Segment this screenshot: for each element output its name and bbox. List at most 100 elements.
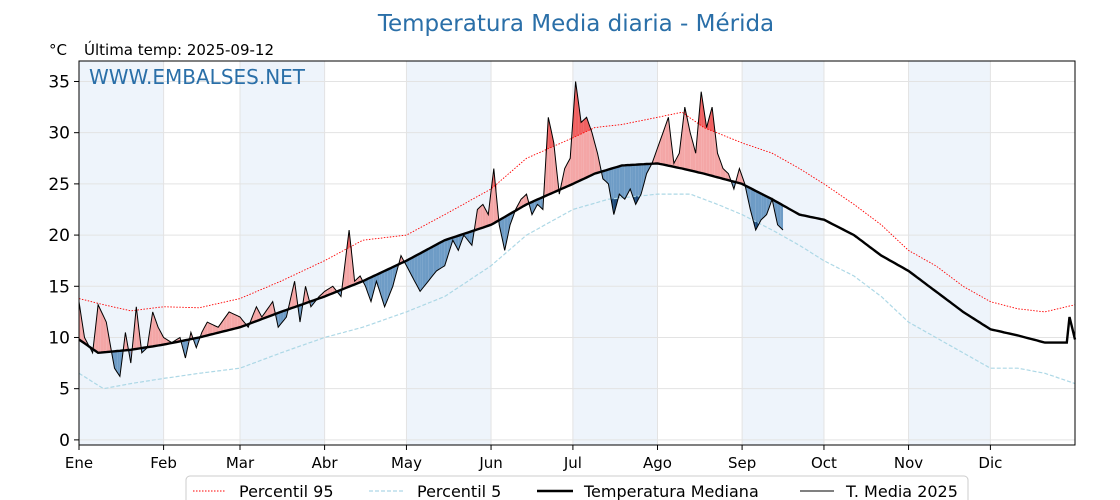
fill-above-median xyxy=(212,324,216,335)
fill-below-median xyxy=(458,234,462,251)
x-tick-label: Jul xyxy=(563,454,582,472)
fill-below-median xyxy=(774,200,778,225)
fill-below-median xyxy=(441,240,445,268)
fill-above-median xyxy=(589,125,593,177)
fill-below-median xyxy=(504,215,508,251)
fill-below-median xyxy=(428,247,432,282)
fill-above-median xyxy=(690,132,693,172)
fill-below-median xyxy=(540,197,543,210)
y-tick-label: 10 xyxy=(48,328,70,348)
fill-above-median xyxy=(706,117,710,176)
fill-below-median xyxy=(420,251,423,292)
fill-above-p95 xyxy=(583,117,587,133)
chart-subtitle: Última temp: 2025-09-12 xyxy=(84,40,274,59)
fill-below-median xyxy=(433,244,437,275)
fill-below-median xyxy=(755,190,759,230)
fill-below-median xyxy=(627,164,631,195)
fill-below-median xyxy=(384,269,388,307)
fill-above-median xyxy=(231,313,235,330)
fill-below-median xyxy=(114,351,118,373)
fill-below-median xyxy=(632,164,636,205)
fill-above-median xyxy=(654,148,658,164)
fill-below-median xyxy=(365,278,369,294)
plot-frame xyxy=(78,60,1076,446)
fill-below-median xyxy=(747,186,751,210)
x-tick-label: May xyxy=(391,454,422,472)
fill-above-median xyxy=(152,311,156,347)
fill-above-median xyxy=(103,316,107,353)
fill-above-median xyxy=(207,322,210,336)
y-tick-label: 15 xyxy=(48,277,70,297)
fill-below-median xyxy=(534,199,538,210)
fill-above-median xyxy=(477,206,481,230)
fill-below-median xyxy=(643,164,647,184)
fill-above-median xyxy=(720,160,723,179)
fill-above-median xyxy=(684,107,688,170)
fill-below-median xyxy=(630,164,633,197)
x-tick-label: Nov xyxy=(894,454,923,472)
fill-above-p95 xyxy=(701,91,704,128)
fill-below-median xyxy=(733,178,737,189)
fill-below-median xyxy=(425,248,429,285)
y-tick-label: 30 xyxy=(48,124,70,144)
fill-below-median xyxy=(381,270,385,307)
fill-above-median xyxy=(218,323,221,333)
series-lines xyxy=(78,81,1077,390)
legend-box xyxy=(185,475,969,500)
fill-below-median xyxy=(763,195,767,218)
fill-above-median xyxy=(223,315,227,332)
y-tick-label: 20 xyxy=(48,226,70,246)
fill-below-median xyxy=(608,168,612,200)
fill-above-p95 xyxy=(581,119,584,134)
fill-above-median xyxy=(253,306,257,323)
anomaly-fills xyxy=(79,81,784,377)
fill-above-median xyxy=(676,153,680,168)
fill-above-median xyxy=(480,204,483,229)
fill-below-median xyxy=(605,169,609,184)
fill-below-median xyxy=(370,276,374,302)
fill-above-median xyxy=(226,311,230,331)
fill-above-median xyxy=(136,306,140,349)
fill-above-median xyxy=(256,306,260,322)
fill-above-p95 xyxy=(575,81,579,137)
fill-above-median xyxy=(264,309,268,319)
x-tick-label: Jun xyxy=(478,454,502,472)
fill-above-median xyxy=(592,132,595,175)
fill-below-median xyxy=(622,165,625,200)
fill-below-median xyxy=(777,202,781,228)
fill-below-median xyxy=(761,193,764,220)
fill-above-median xyxy=(668,117,672,167)
fill-above-p95 xyxy=(709,107,713,131)
fill-above-p95 xyxy=(586,117,590,132)
x-tick-label: Feb xyxy=(150,454,177,472)
x-tick-label: Oct xyxy=(811,454,837,472)
fill-above-median xyxy=(95,304,99,353)
fill-above-median xyxy=(586,117,590,178)
fill-below-median xyxy=(117,350,120,377)
fill-above-median xyxy=(209,323,213,335)
fill-below-median xyxy=(469,231,472,246)
fill-above-median xyxy=(581,119,584,181)
legend: Percentil 95 Percentil 5 Temperatura Med… xyxy=(185,475,969,500)
month-band xyxy=(79,61,164,445)
x-tick-label: Mar xyxy=(226,454,255,472)
fill-below-median xyxy=(507,213,511,238)
fill-below-median xyxy=(758,192,762,225)
fill-below-median xyxy=(390,267,393,294)
fill-above-p95 xyxy=(684,107,688,120)
x-tick-label: Sep xyxy=(728,454,756,472)
legend-label-p95: Percentil 95 xyxy=(239,482,334,500)
y-tick-label: 25 xyxy=(48,175,70,195)
fill-above-median xyxy=(229,311,232,330)
chart-title: Temperatura Media diaria - Mérida xyxy=(377,11,774,37)
fill-below-median xyxy=(501,216,505,251)
x-tick-label: Abr xyxy=(312,454,339,472)
y-tick-label: 5 xyxy=(59,380,70,400)
fill-above-median xyxy=(722,168,726,180)
fill-above-median xyxy=(291,281,295,309)
fill-above-median xyxy=(100,310,104,353)
fill-above-median xyxy=(106,322,110,353)
fill-above-median xyxy=(482,204,486,228)
fill-below-median xyxy=(602,170,606,182)
